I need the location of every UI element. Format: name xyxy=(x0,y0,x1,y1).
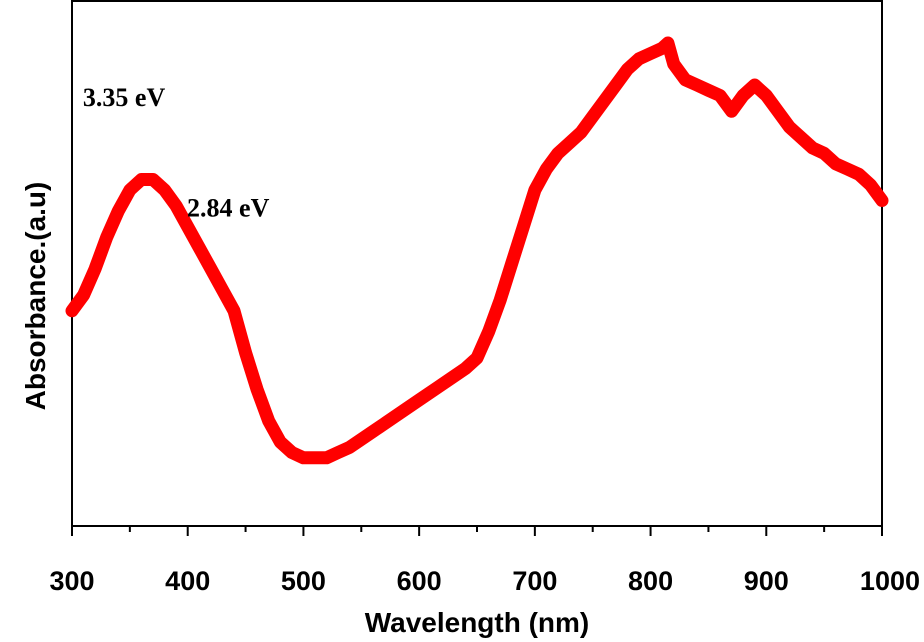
x-tick-label: 1000 xyxy=(860,566,920,596)
peak-annotation: 2.84 eV xyxy=(187,193,270,222)
x-tick-label: 800 xyxy=(628,566,673,596)
x-tick-label: 700 xyxy=(512,566,557,596)
absorbance-series-line xyxy=(65,36,889,465)
x-tick-label: 500 xyxy=(281,566,326,596)
x-axis-ticks xyxy=(71,526,883,536)
peak-annotation: 3.35 eV xyxy=(83,83,166,112)
plot-frame xyxy=(71,0,883,527)
series-layer xyxy=(65,36,889,465)
x-axis-title: Wavelength (nm) xyxy=(365,607,590,638)
y-axis-title: Absorbance.(a.u) xyxy=(20,182,51,411)
x-axis-tick-labels: 300 400 500 600 700 800 900 1000 xyxy=(49,566,920,596)
x-tick-label: 300 xyxy=(49,566,94,596)
x-tick-label: 400 xyxy=(165,566,210,596)
x-tick-label: 600 xyxy=(397,566,442,596)
annotations: 3.35 eV2.84 eV1.47 eV xyxy=(83,83,270,222)
x-tick-label: 900 xyxy=(744,566,789,596)
